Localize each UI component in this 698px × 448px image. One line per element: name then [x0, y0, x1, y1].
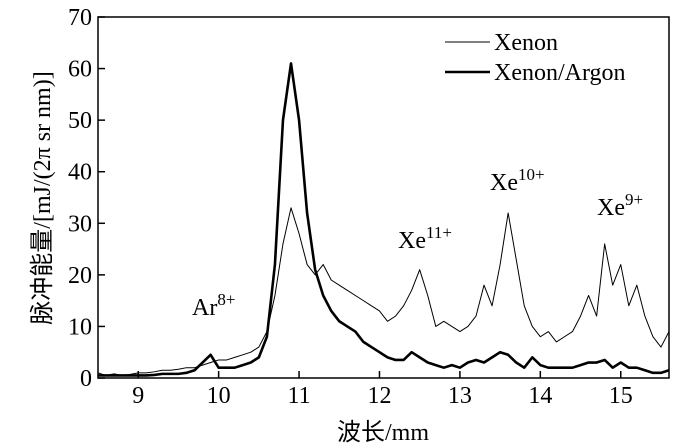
- annotation-text: Xe: [490, 170, 518, 196]
- x-tick-label: 11: [288, 383, 311, 409]
- y-tick-label: 30: [68, 211, 92, 237]
- annotation-sup: 9+: [625, 190, 643, 209]
- annotation: Xe11+: [398, 223, 452, 254]
- x-tick-label: 9: [132, 383, 144, 409]
- y-tick-label: 50: [68, 108, 92, 134]
- legend-label: Xenon: [494, 30, 558, 56]
- annotation: Ar8+: [192, 290, 235, 321]
- annotation-sup: 8+: [217, 290, 235, 309]
- series-line: [98, 62, 670, 377]
- x-tick-label: 14: [528, 383, 552, 409]
- y-tick-label: 70: [68, 5, 92, 31]
- y-tick-label: 60: [68, 57, 92, 83]
- y-tick-label: 40: [68, 160, 92, 186]
- x-tick-label: 10: [207, 383, 231, 409]
- annotation-text: Ar: [192, 295, 217, 321]
- y-tick-label: 20: [68, 263, 92, 289]
- y-tick-label: 0: [80, 366, 92, 392]
- x-tick-label: 15: [609, 383, 633, 409]
- annotation-text: Xe: [597, 195, 625, 221]
- x-axis-label: 波长/mm: [337, 419, 429, 446]
- y-tick-label: 10: [68, 314, 92, 340]
- annotation-sup: 11+: [426, 223, 452, 242]
- annotation-text: Xe: [398, 228, 426, 254]
- annotation-sup: 10+: [518, 165, 545, 184]
- x-tick-label: 12: [367, 383, 391, 409]
- annotation: Xe9+: [597, 190, 643, 221]
- series-line: [97, 207, 670, 376]
- y-axis-label: 脉冲能量/[mJ/(2π sr nm)]: [29, 71, 56, 324]
- annotation: Xe10+: [490, 165, 545, 196]
- legend-label: Xenon/Argon: [494, 60, 626, 86]
- plot-frame: [97, 16, 670, 379]
- x-tick-label: 13: [448, 383, 472, 409]
